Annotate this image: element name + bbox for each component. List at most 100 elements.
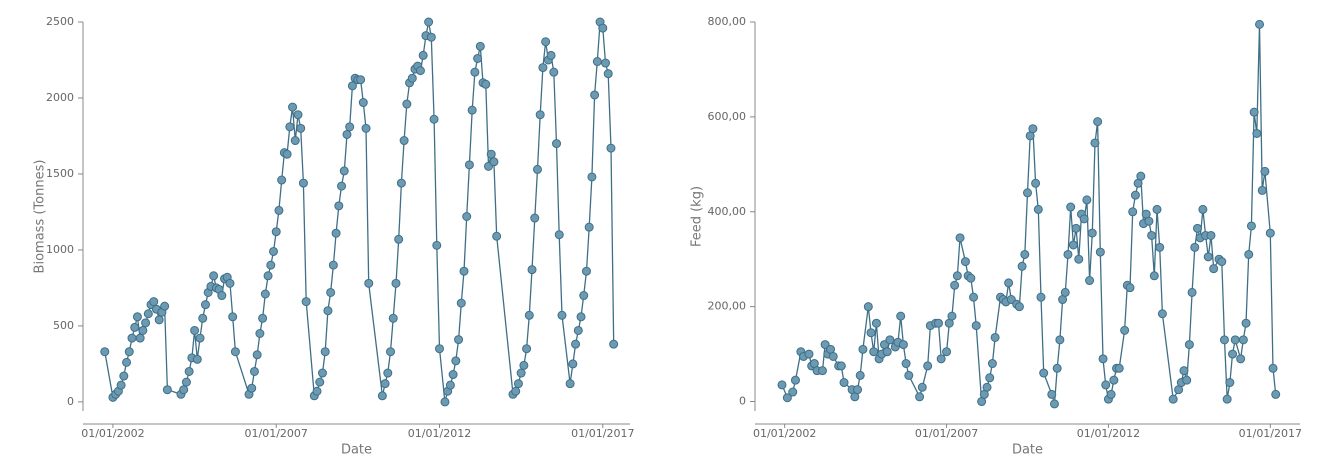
data-point (200, 300, 210, 310)
data-point (198, 313, 208, 323)
data-point (391, 278, 401, 288)
data-point (195, 333, 205, 343)
y-tick-label: 200,00 (708, 300, 747, 313)
data-point (266, 260, 276, 270)
data-point (952, 271, 962, 281)
data-point (388, 313, 398, 323)
data-point (1098, 354, 1108, 364)
data-point (817, 366, 827, 376)
data-point (440, 397, 450, 407)
data-point (1179, 366, 1189, 376)
data-point (1120, 325, 1130, 335)
data-point (252, 350, 262, 360)
data-point (426, 32, 436, 42)
data-point (990, 332, 1000, 342)
data-point (1017, 261, 1027, 271)
data-point (179, 385, 189, 395)
data-point (225, 278, 235, 288)
data-point (1268, 363, 1278, 373)
data-point (1036, 292, 1046, 302)
x-tick-label: 01/01/2017 (1239, 427, 1302, 440)
data-point (1217, 257, 1227, 267)
data-point (154, 315, 164, 325)
data-point (1209, 264, 1219, 274)
data-point (1236, 354, 1246, 364)
data-point (1244, 249, 1254, 259)
data-point (511, 386, 521, 396)
data-point (467, 105, 477, 115)
data-point (530, 213, 540, 223)
data-point (788, 387, 798, 397)
data-point (138, 325, 148, 335)
data-point (869, 347, 879, 357)
data-point (1152, 204, 1162, 214)
data-point (119, 371, 129, 381)
x-tick-label: 01/01/2012 (1077, 427, 1140, 440)
data-point (1271, 389, 1281, 399)
data-point (258, 313, 268, 323)
data-point (839, 378, 849, 388)
data-point (1028, 124, 1038, 134)
y-axis-title: Biomass (Tonnes) (33, 160, 48, 274)
data-point (1060, 287, 1070, 297)
data-point (598, 23, 608, 33)
data-point (1187, 287, 1197, 297)
data-point (587, 172, 597, 182)
x-tick-label: 01/01/2007 (245, 427, 308, 440)
data-point (298, 178, 308, 188)
data-point (464, 160, 474, 170)
data-point (160, 301, 170, 311)
data-point (1082, 195, 1092, 205)
data-point (516, 368, 526, 378)
data-point (394, 234, 404, 244)
data-point (1246, 221, 1256, 231)
data-point (1144, 216, 1154, 226)
data-point (828, 351, 838, 361)
y-tick-label: 500 (53, 319, 74, 332)
data-point (1222, 394, 1232, 404)
data-point (1014, 302, 1024, 312)
data-point (288, 102, 298, 112)
data-point (462, 212, 472, 221)
data-point (535, 110, 545, 120)
data-point (882, 347, 892, 357)
x-axis-title: Date (341, 443, 372, 457)
data-point (230, 347, 240, 357)
y-tick-label: 2500 (46, 15, 74, 28)
y-tick-label: 800,00 (708, 15, 747, 28)
data-point (323, 306, 333, 316)
data-point (1147, 230, 1157, 240)
data-line (781, 24, 1277, 405)
data-point (293, 110, 303, 120)
data-point (1047, 389, 1057, 399)
data-point (609, 339, 619, 349)
data-point (519, 360, 529, 370)
y-tick-label: 0 (739, 395, 746, 408)
y-tick-label: 600,00 (708, 110, 747, 123)
data-point (777, 380, 787, 390)
data-point (315, 377, 325, 387)
data-point (1071, 223, 1081, 233)
data-point (399, 136, 409, 146)
data-point (429, 114, 439, 124)
data-point (866, 328, 876, 338)
x-tick-label: 01/01/2017 (571, 427, 634, 440)
data-point (1095, 247, 1105, 257)
y-tick-label: 1500 (46, 167, 74, 180)
data-point (456, 298, 466, 308)
data-point (1203, 252, 1213, 262)
x-tick-label: 01/01/2002 (81, 427, 144, 440)
data-point (557, 310, 567, 320)
y-axis-title: Feed (kg) (690, 186, 705, 247)
data-point (255, 329, 265, 339)
data-point (380, 379, 390, 389)
data-point (141, 318, 151, 328)
data-point (383, 368, 393, 378)
data-point (347, 81, 357, 91)
data-point (527, 265, 537, 275)
data-point (342, 129, 352, 139)
data-point (127, 333, 137, 343)
data-point (260, 289, 270, 299)
data-point (579, 291, 589, 301)
data-point (1190, 242, 1200, 252)
